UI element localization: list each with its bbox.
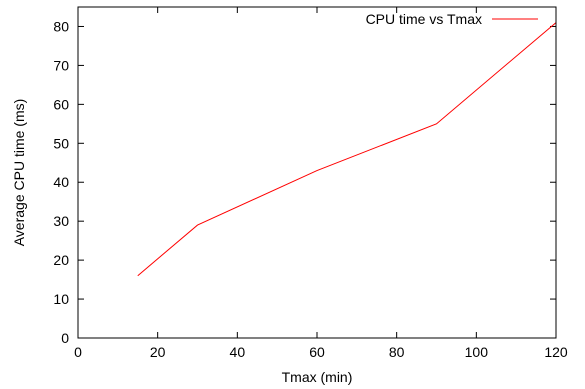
x-tick-label: 40: [230, 344, 246, 360]
y-tick-label: 60: [53, 96, 69, 112]
x-tick-label: 80: [389, 344, 405, 360]
y-tick-label: 50: [53, 135, 69, 151]
legend: CPU time vs Tmax: [366, 11, 538, 27]
series-line: [137, 22, 557, 277]
x-axis-label: Tmax (min): [282, 369, 353, 385]
x-tick-label: 100: [465, 344, 489, 360]
x-tick-label: 120: [544, 344, 568, 360]
y-tick-label: 0: [61, 330, 69, 346]
x-tick-label: 60: [309, 344, 325, 360]
y-tick-label: 30: [53, 213, 69, 229]
legend-label: CPU time vs Tmax: [366, 11, 482, 27]
y-tick-label: 20: [53, 252, 69, 268]
plot-frame: [77, 6, 557, 339]
series-layer: [137, 22, 557, 277]
ticks-layer: 0 20 40 60 80 100 120 0 10 20 30 40 50 60 70 80: [53, 7, 568, 360]
y-tick-label: 80: [53, 18, 69, 34]
y-tick-label: 10: [53, 291, 69, 307]
x-tick-label: 20: [150, 344, 166, 360]
x-tick-label: 0: [74, 344, 82, 360]
y-tick-label: 70: [53, 57, 69, 73]
y-axis-label: Average CPU time (ms): [11, 99, 27, 247]
y-tick-label: 40: [53, 174, 69, 190]
